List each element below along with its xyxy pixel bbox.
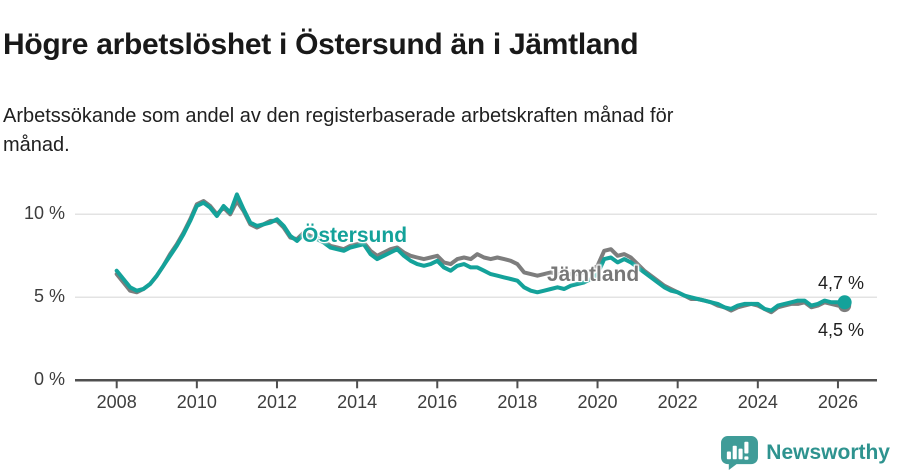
x-tick-label-2020: 2020 <box>577 392 618 412</box>
y-tick-label-5: 5 % <box>33 286 65 307</box>
end-value-ostersund: 4,7 % <box>818 273 865 293</box>
x-tick-label-2024: 2024 <box>737 392 778 412</box>
newsworthy-wordmark: Newsworthy <box>766 440 890 464</box>
y-tick-label-10: 10 % <box>23 203 65 224</box>
end-value-jamtland: 4,5 % <box>818 320 865 340</box>
line-jämtland <box>114 199 847 315</box>
x-tick-label-2018: 2018 <box>497 392 538 412</box>
series-label-jamtland: Jämtland <box>547 263 640 286</box>
y-tick-label-0: 0 % <box>33 369 65 390</box>
x-tick-label-2022: 2022 <box>657 392 698 412</box>
x-tick-label-2008: 2008 <box>96 392 137 412</box>
x-tick-label-2012: 2012 <box>256 392 297 412</box>
newsworthy-logo[interactable]: Newsworthy <box>720 435 890 470</box>
series-label-ostersund: Östersund <box>302 224 408 247</box>
x-tick-label-2026: 2026 <box>817 392 858 412</box>
newsworthy-bubble-chart-icon <box>721 435 759 470</box>
chart-subtitle: Arbetssökande som andel av den registerb… <box>3 105 674 156</box>
x-tick-label-2016: 2016 <box>417 392 458 412</box>
line-östersund <box>114 192 847 313</box>
chart-title: Högre arbetslöshet i Östersund än i Jämt… <box>3 28 639 62</box>
end-dot-östersund <box>837 295 852 310</box>
x-tick-label-2010: 2010 <box>176 392 217 412</box>
x-tick-label-2014: 2014 <box>337 392 378 412</box>
